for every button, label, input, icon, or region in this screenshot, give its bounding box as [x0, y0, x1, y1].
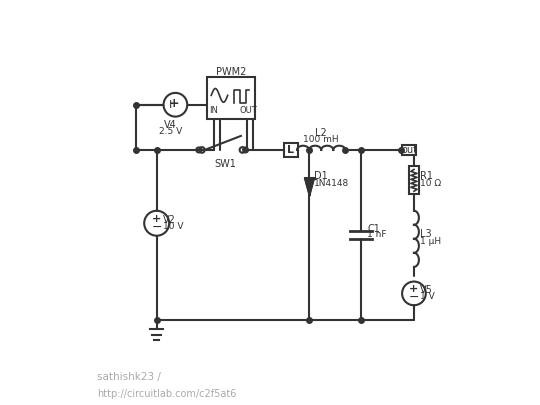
Text: V4: V4 — [164, 120, 177, 130]
Text: 1 nF: 1 nF — [367, 230, 387, 239]
Text: 1 V: 1 V — [420, 292, 435, 301]
Text: sathishk23 /: sathishk23 / — [97, 372, 164, 382]
Text: Buck DC-DC converter: Buck DC-DC converter — [170, 372, 300, 382]
Text: −: − — [151, 221, 162, 234]
Text: +: + — [409, 284, 418, 294]
Text: L3: L3 — [420, 229, 432, 239]
Text: 10 Ω: 10 Ω — [420, 179, 441, 188]
Text: OUT: OUT — [239, 107, 257, 115]
Text: V2: V2 — [163, 215, 176, 225]
Text: I: I — [169, 100, 172, 110]
FancyBboxPatch shape — [284, 143, 298, 157]
Text: C1: C1 — [367, 224, 380, 234]
Text: 2.5 V: 2.5 V — [159, 127, 183, 136]
Text: +: + — [168, 97, 179, 110]
Text: 1 μH: 1 μH — [420, 237, 441, 247]
Text: +: + — [152, 214, 161, 224]
Text: PWM2: PWM2 — [215, 67, 246, 77]
Text: R1: R1 — [420, 171, 433, 181]
Text: 100 mH: 100 mH — [303, 134, 339, 143]
Text: http://circuitlab.com/c2f5at6: http://circuitlab.com/c2f5at6 — [97, 389, 237, 399]
FancyBboxPatch shape — [402, 145, 416, 155]
Text: CIRCUIT: CIRCUIT — [5, 372, 55, 382]
FancyBboxPatch shape — [409, 166, 418, 194]
Text: V5: V5 — [420, 285, 433, 295]
Text: SW1: SW1 — [214, 159, 237, 169]
Text: 1N4148: 1N4148 — [314, 179, 349, 188]
Text: L: L — [287, 145, 294, 155]
Text: 10 V: 10 V — [163, 222, 184, 231]
FancyBboxPatch shape — [207, 77, 255, 119]
Polygon shape — [305, 178, 314, 195]
Text: ―W―■―LAB: ―W―■―LAB — [5, 389, 76, 399]
Text: IN: IN — [209, 107, 218, 115]
Text: D1: D1 — [314, 171, 328, 181]
Text: L2: L2 — [315, 128, 327, 138]
Text: out: out — [401, 145, 417, 155]
Text: −: − — [409, 291, 419, 304]
